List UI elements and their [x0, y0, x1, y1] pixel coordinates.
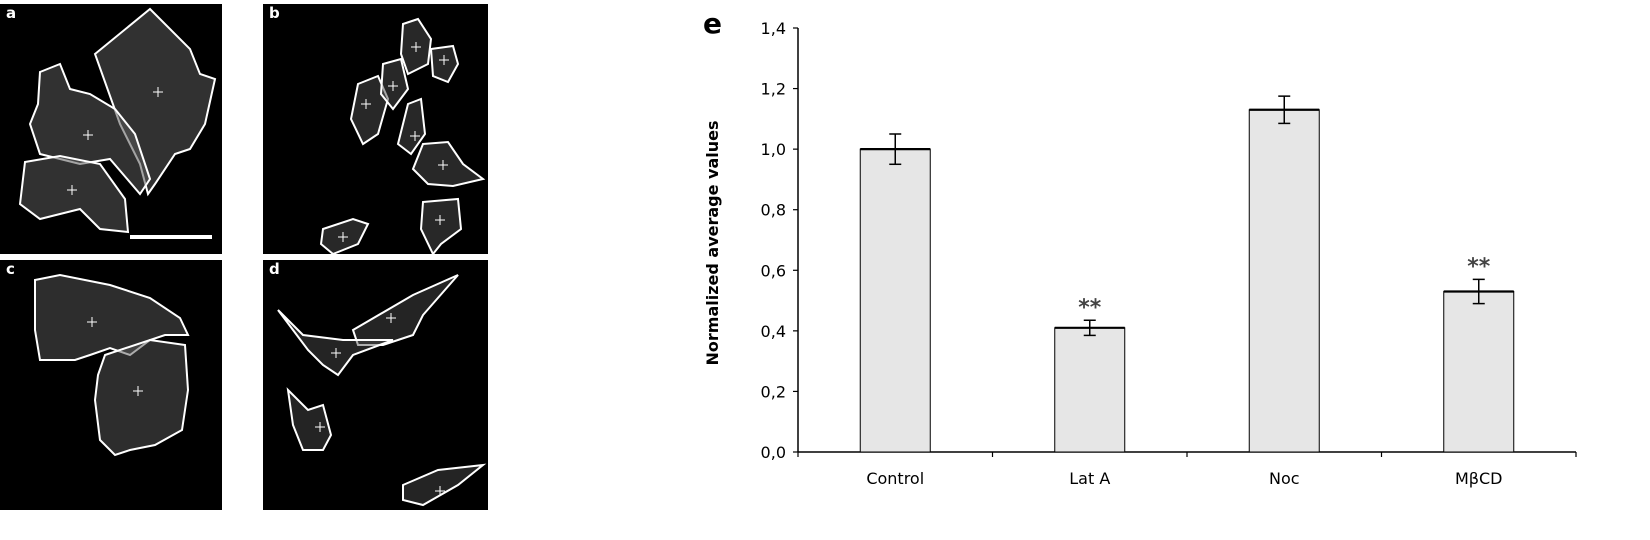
- cell-outline: [93, 7, 217, 197]
- cell-outline: [351, 274, 459, 346]
- panel-label-a: a: [6, 4, 17, 22]
- y-tick-label: 0,2: [761, 382, 786, 401]
- cell-outline: [349, 74, 390, 146]
- chart-bars: ** **: [859, 95, 1515, 453]
- micrograph-panel-a: a: [0, 4, 222, 254]
- micrograph-panel-b: b: [263, 4, 488, 254]
- cell-outlines-b: [319, 17, 486, 254]
- micrograph-panel-c: c: [0, 260, 222, 510]
- y-tick-label: 0,4: [761, 322, 786, 341]
- y-tick-label: 1,2: [761, 80, 786, 99]
- x-tick-label-0: Control: [866, 469, 924, 488]
- significance-annotation: **: [1078, 295, 1102, 320]
- panel-label-c: c: [6, 260, 15, 278]
- cell-outline: [286, 387, 333, 451]
- bar-chart: e 0,0 0,2 0,4 0,6 0,8 1,0 1,2 1,4 Control Lat A No…: [703, 7, 1577, 488]
- cell-outline: [402, 463, 487, 507]
- cell-outlines-d: [277, 274, 487, 507]
- y-tick-label: 1,4: [761, 19, 786, 38]
- cell-outlines-c: [34, 273, 190, 457]
- scale-bar: [130, 235, 212, 239]
- cell-outline: [277, 309, 394, 377]
- cell-outline: [411, 140, 486, 188]
- y-tick-label: 0,6: [761, 261, 786, 280]
- bar-3: [1443, 290, 1515, 453]
- cell-outline: [28, 62, 152, 196]
- x-tick-label-3: MβCD: [1455, 469, 1503, 488]
- bar-1: [1054, 327, 1126, 453]
- micrograph-panel-d: d: [263, 260, 488, 510]
- x-tick-label-2: Noc: [1269, 469, 1300, 488]
- cell-outline: [379, 57, 410, 111]
- cell-outline: [419, 197, 463, 254]
- cell-outlines-a: [18, 7, 217, 234]
- y-axis-label: Normalized average values: [703, 120, 722, 365]
- significance-annotation: **: [1467, 254, 1491, 279]
- chart-panel-label: e: [703, 7, 722, 40]
- y-tick-label: 1,0: [761, 140, 786, 159]
- panel-label-d: d: [269, 260, 280, 278]
- panel-label-b: b: [269, 4, 280, 22]
- y-tick-label: 0,8: [761, 201, 786, 220]
- y-tick-label: 0,0: [761, 443, 786, 462]
- x-tick-label-1: Lat A: [1069, 469, 1110, 488]
- cell-outline: [396, 97, 427, 156]
- cell-outline: [93, 338, 190, 457]
- bar-0: [859, 148, 931, 453]
- bar-2: [1248, 109, 1320, 453]
- cell-outline: [18, 154, 130, 234]
